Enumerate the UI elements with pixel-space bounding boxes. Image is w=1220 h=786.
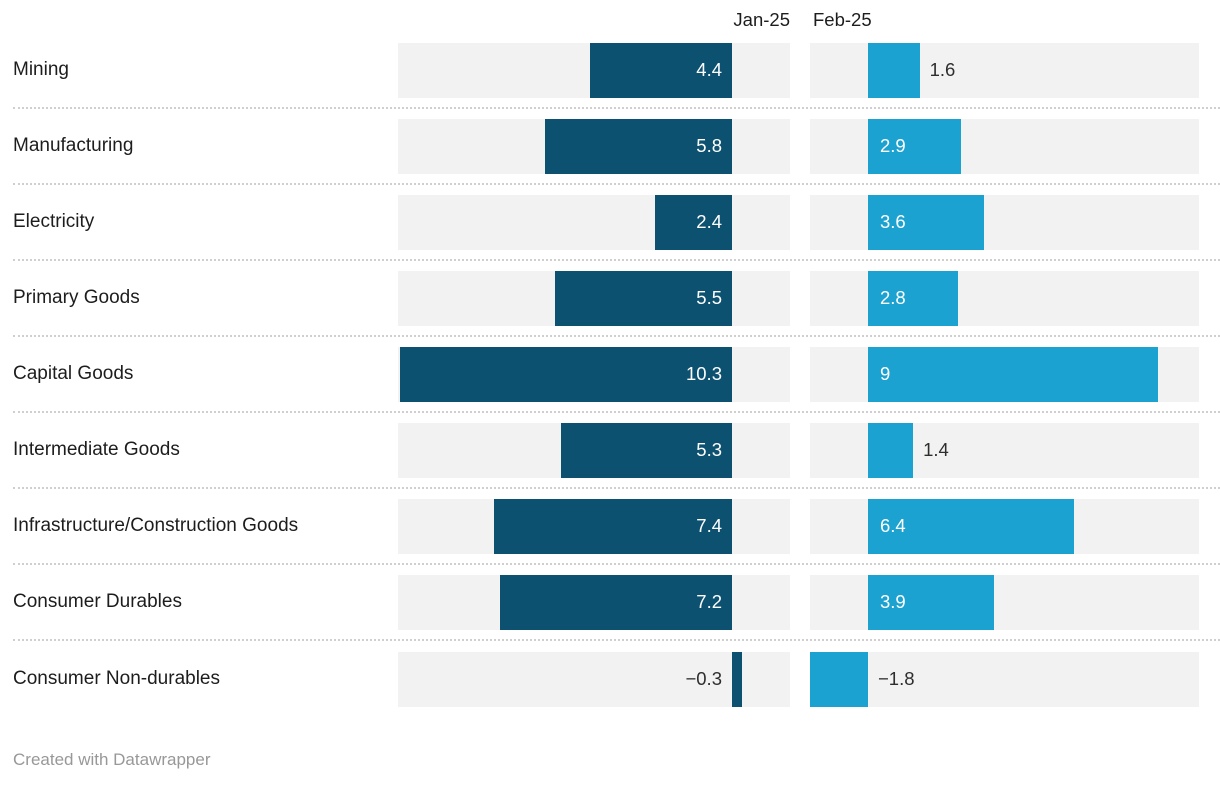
- chart-rows: Mining 4.4 1.6 Manufacturing 5.8 2.9 Ele…: [13, 33, 1220, 717]
- jan-bar-track: 7.2: [398, 574, 790, 630]
- jan-value-label: 2.4: [696, 211, 722, 232]
- jan-value-label: 5.3: [696, 439, 722, 460]
- chart-row: Consumer Durables 7.2 3.9: [13, 565, 1220, 641]
- jan-bar-track: −0.3: [398, 651, 790, 707]
- jan-bar[interactable]: [545, 118, 732, 174]
- category-label: Consumer Durables: [13, 591, 182, 612]
- feb-bar[interactable]: [868, 498, 1075, 554]
- jan-bar[interactable]: [499, 574, 732, 630]
- jan-bar-track: 5.5: [398, 270, 790, 326]
- jan-bar[interactable]: [561, 422, 732, 478]
- jan-value-label: −0.3: [685, 668, 722, 689]
- category-label: Mining: [13, 59, 69, 80]
- jan-bar-track: 4.4: [398, 42, 790, 98]
- jan-bar-track: 2.4: [398, 194, 790, 250]
- feb-value-label: 2.9: [880, 135, 906, 156]
- feb-bar[interactable]: [868, 574, 994, 630]
- category-label: Manufacturing: [13, 135, 134, 156]
- category-label: Intermediate Goods: [13, 439, 180, 460]
- category-label: Infrastructure/Construction Goods: [13, 515, 299, 536]
- feb-bar-track: 3.6: [810, 194, 1199, 250]
- feb-value-label: −1.8: [878, 668, 915, 689]
- feb-value-label: 6.4: [880, 515, 906, 536]
- category-label: Capital Goods: [13, 363, 134, 384]
- jan-bar-track: 5.8: [398, 118, 790, 174]
- feb-bar[interactable]: [810, 651, 868, 707]
- feb-bar[interactable]: [868, 118, 962, 174]
- jan-value-label: 5.8: [696, 135, 722, 156]
- chart-row: Manufacturing 5.8 2.9: [13, 109, 1220, 185]
- category-label: Primary Goods: [13, 287, 140, 308]
- jan-bar-track: 7.4: [398, 498, 790, 554]
- chart-row: Mining 4.4 1.6: [13, 33, 1220, 109]
- column-headers: Jan-25 Feb-25: [13, 0, 1220, 33]
- chart-row: Primary Goods 5.5 2.8: [13, 261, 1220, 337]
- jan-bar[interactable]: [654, 194, 732, 250]
- feb-bar[interactable]: [868, 194, 985, 250]
- feb-bar-track: 3.9: [810, 574, 1199, 630]
- feb-value-label: 1.6: [929, 59, 956, 80]
- attribution-text: Created with Datawrapper: [13, 750, 211, 769]
- feb-bar-track: 2.8: [810, 270, 1199, 326]
- feb-bar-track: 1.4: [810, 422, 1199, 478]
- jan-bar[interactable]: [554, 270, 732, 326]
- feb-bar[interactable]: [868, 422, 914, 478]
- chart-row: Intermediate Goods 5.3 1.4: [13, 413, 1220, 489]
- jan-value-label: 5.5: [696, 287, 722, 308]
- chart-row: Capital Goods 10.3 9: [13, 337, 1220, 413]
- feb-bar[interactable]: [868, 42, 920, 98]
- jan-value-label: 10.3: [685, 363, 722, 384]
- chart-row: Consumer Non-durables −0.3 −1.8: [13, 641, 1220, 717]
- feb-value-label: 3.9: [880, 591, 906, 612]
- jan-bar[interactable]: [400, 346, 732, 402]
- column-header-feb: Feb-25: [813, 9, 872, 30]
- column-header-jan: Jan-25: [733, 9, 790, 30]
- jan-value-label: 7.4: [696, 515, 722, 536]
- category-label: Consumer Non-durables: [13, 668, 220, 689]
- feb-bar-track: −1.8: [810, 651, 1199, 707]
- jan-bar-track: 5.3: [398, 422, 790, 478]
- feb-bar-track: 9: [810, 346, 1199, 402]
- feb-value-label: 3.6: [880, 211, 906, 232]
- feb-bar[interactable]: [868, 346, 1159, 402]
- feb-value-label: 2.8: [880, 287, 906, 308]
- feb-bar-track: 1.6: [810, 42, 1199, 98]
- feb-value-label: 9: [880, 363, 891, 384]
- category-label: Electricity: [13, 211, 95, 232]
- chart-row: Infrastructure/Construction Goods 7.4 6.…: [13, 489, 1220, 565]
- jan-bar[interactable]: [732, 651, 742, 707]
- jan-value-label: 7.2: [696, 591, 722, 612]
- feb-value-label: 1.4: [923, 439, 949, 460]
- chart-row: Electricity 2.4 3.6: [13, 185, 1220, 261]
- jan-bar[interactable]: [493, 498, 732, 554]
- jan-bar[interactable]: [590, 42, 732, 98]
- feb-bar-track: 2.9: [810, 118, 1199, 174]
- jan-bar-track: 10.3: [398, 346, 790, 402]
- jan-value-label: 4.4: [696, 59, 722, 80]
- feb-bar-track: 6.4: [810, 498, 1199, 554]
- feb-bar[interactable]: [868, 270, 959, 326]
